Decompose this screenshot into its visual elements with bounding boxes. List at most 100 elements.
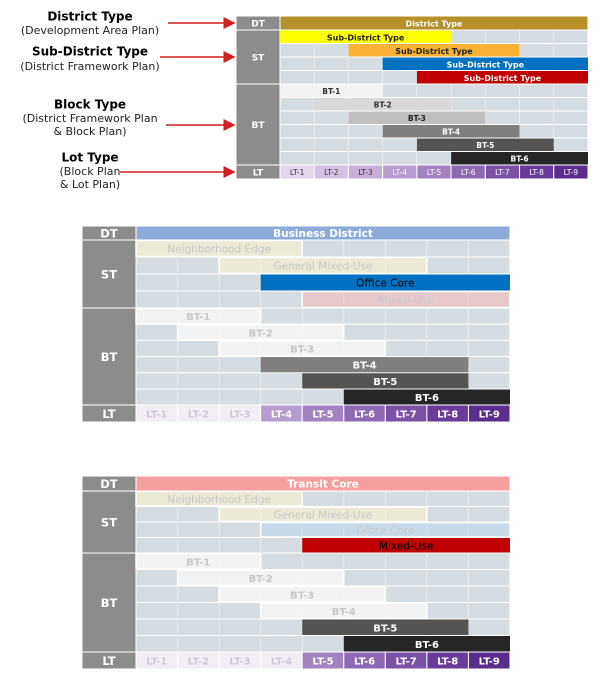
block-label: BT-2: [249, 574, 273, 585]
block-bar: [135, 307, 262, 325]
sub-district-bar: [135, 490, 303, 507]
sub-district-label: Office Core: [356, 278, 414, 290]
block-label: BT-2: [249, 328, 273, 339]
lot-label: LT-1: [146, 410, 167, 421]
block-label: BT-3: [408, 114, 426, 123]
lot-label: LT-4: [393, 168, 408, 177]
block-bar: [382, 125, 520, 138]
sub-district-bar: [348, 44, 520, 57]
lot-cell: [467, 651, 511, 670]
block-bar: [451, 152, 588, 165]
row-label: BT: [101, 596, 118, 610]
legend-line: (Block Plan: [60, 165, 121, 178]
block-label: BT-6: [415, 640, 439, 651]
sub-district-label: Sub-District Type: [327, 33, 405, 42]
lot-label: LT-5: [312, 410, 333, 421]
row-label-cell: [81, 307, 137, 406]
row-label: DT: [251, 20, 265, 30]
district-bar: [279, 15, 589, 31]
block-label: BT-3: [290, 590, 314, 601]
district-label: Transit Core: [287, 479, 359, 491]
sub-district-bar: [382, 57, 588, 70]
block-label: BT-1: [186, 312, 210, 323]
block-bar: [135, 552, 262, 570]
lot-label: LT-8: [529, 168, 544, 177]
block-bar: [259, 602, 428, 620]
row-label: ST: [101, 516, 117, 530]
sub-district-bar: [260, 274, 510, 291]
district-bar: [135, 475, 511, 492]
lot-label: LT-2: [324, 168, 339, 177]
sub-district-label: Neighborhood Edge: [167, 494, 271, 506]
block-bar: [260, 357, 469, 373]
lot-label: LT-9: [479, 410, 500, 421]
sub-district-bar: [302, 538, 510, 553]
legend-title: Block Type: [54, 98, 126, 112]
lot-label: LT-8: [437, 410, 458, 421]
row-label: DT: [100, 227, 118, 241]
block-bar: [302, 619, 469, 635]
lot-label: LT-5: [427, 168, 442, 177]
block-label: BT-1: [322, 87, 340, 96]
sub-district-bar: [416, 71, 588, 84]
sub-district-bar: [218, 506, 428, 523]
sub-district-label: Mixed-Use: [379, 540, 433, 552]
row-label: ST: [101, 268, 117, 282]
block-label: BT-6: [511, 154, 529, 163]
sub-district-label: Sub-District Type: [395, 47, 473, 56]
legend-title: Sub-District Type: [32, 45, 148, 59]
block-bar: [416, 138, 554, 151]
legend-line: (District Framework Plan: [22, 112, 157, 125]
row-label: DT: [100, 477, 118, 491]
block-label: BT-3: [290, 345, 314, 356]
row-label: ST: [252, 54, 265, 64]
district-label: Business District: [273, 228, 373, 240]
block-bar: [218, 340, 387, 357]
lot-label: LT-3: [229, 410, 250, 421]
lot-label: LT-7: [495, 168, 510, 177]
lot-label: LT-1: [146, 657, 167, 668]
lot-label: LT-1: [290, 168, 305, 177]
row-label: LT: [102, 654, 115, 668]
row-label-cell: [235, 83, 281, 166]
lot-label: LT-9: [479, 657, 500, 668]
row-label: BT: [252, 121, 266, 131]
sub-district-bar: [280, 30, 452, 43]
legend: District Type (Development Area Plan) Su…: [20, 10, 236, 191]
block-label: BT-4: [332, 607, 356, 618]
lot-label: LT-7: [396, 657, 417, 668]
block-bar: [348, 111, 486, 124]
lot-label: LT-8: [437, 657, 458, 668]
block-bar: [280, 84, 383, 97]
sub-district-label: General Mixed-Use: [273, 509, 372, 521]
legend-line: & Block Plan): [53, 125, 126, 138]
row-label: LT: [253, 169, 264, 179]
sub-district-label: Neighborhood Edge: [167, 244, 271, 256]
sub-district-bar: [135, 239, 303, 258]
block-bar: [176, 569, 345, 587]
lot-label: LT-2: [188, 410, 209, 421]
row-label: LT: [102, 407, 115, 421]
row-label-cell: [81, 552, 137, 653]
block-label: BT-2: [374, 100, 392, 109]
lot-label: LT-4: [271, 410, 292, 421]
block-bar: [302, 373, 469, 389]
lot-label: LT-6: [461, 168, 476, 177]
legend-line: & Lot Plan): [60, 178, 120, 191]
lot-label: LT-6: [354, 657, 375, 668]
sub-district-bar: [301, 290, 511, 309]
lot-label: LT-4: [271, 657, 292, 668]
lot-label: LT-3: [358, 168, 373, 177]
legend-line: (District Framework Plan): [20, 60, 159, 73]
block-label: BT-5: [373, 377, 397, 388]
block-bar: [314, 98, 452, 111]
legend-line: (Development Area Plan): [21, 24, 159, 37]
block-bar: [343, 389, 510, 405]
district-bar: [135, 225, 511, 241]
block-label: BT-4: [442, 127, 460, 136]
block-bar: [176, 323, 345, 341]
lot-label: LT-6: [354, 410, 375, 421]
